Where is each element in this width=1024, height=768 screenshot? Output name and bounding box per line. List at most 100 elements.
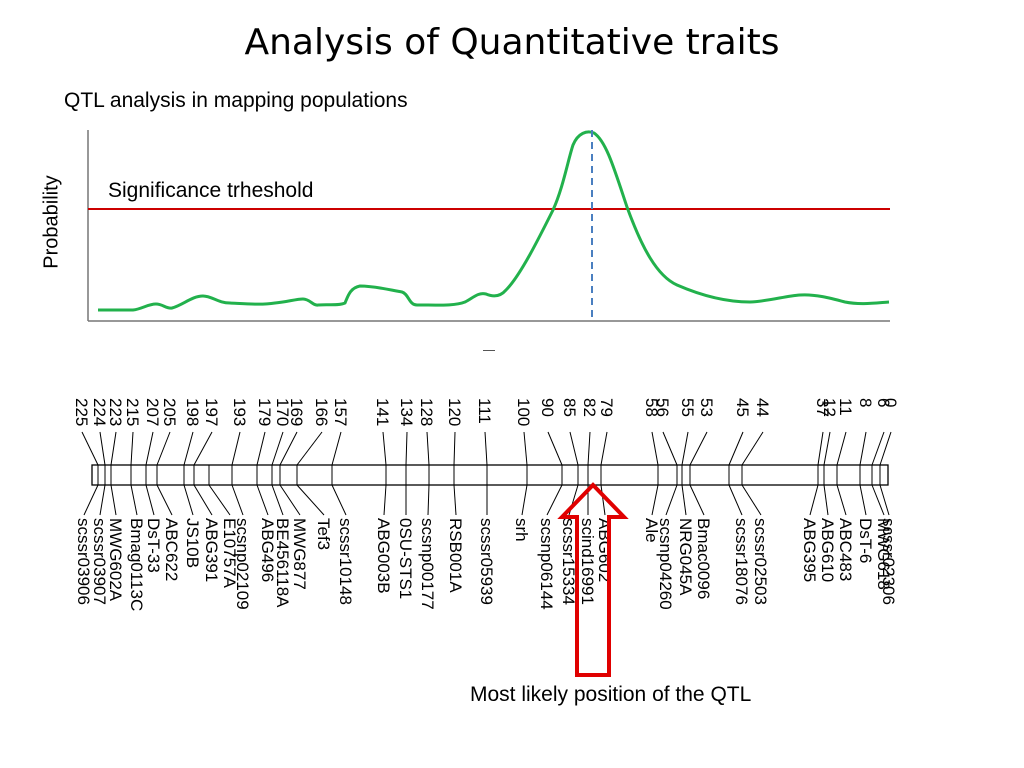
marker-name-label: ABG391	[202, 518, 221, 582]
marker-position-line	[183, 431, 194, 466]
marker-position-label: 224	[90, 398, 109, 426]
marker-name-line	[453, 484, 457, 516]
marker-position-line	[662, 431, 678, 466]
marker-name-line	[823, 484, 829, 516]
marker-name-label: 0SU-STS1	[396, 518, 415, 599]
marker-position-line	[587, 431, 591, 466]
marker-position-label: 82	[580, 398, 599, 417]
marker-position-line	[231, 431, 241, 466]
qtl-arrow	[557, 482, 629, 677]
marker-name-line	[836, 484, 847, 516]
marker-name-label: scssr03906	[74, 518, 93, 605]
marker-name-label: Tef3	[314, 518, 333, 550]
marker-name-line	[231, 484, 244, 516]
marker-position-label: 120	[445, 398, 464, 426]
marker-position-label: 166	[312, 398, 331, 426]
marker-position-line	[871, 431, 885, 466]
marker-position-line	[728, 431, 744, 466]
marker-name-label: scind16991	[578, 518, 597, 605]
marker-position-line	[569, 431, 579, 466]
marker-name-line	[665, 484, 678, 516]
marker-position-label: 79	[597, 398, 616, 417]
marker-name-line	[728, 484, 743, 516]
marker-name-label: Ale	[642, 518, 661, 543]
marker-name-line	[546, 484, 563, 516]
marker-position-label: 6	[874, 398, 893, 407]
marker-name-label: BE456118A	[273, 518, 292, 608]
marker-position-label: 8	[856, 398, 875, 407]
marker-position-label: 205	[160, 398, 179, 426]
marker-name-line	[689, 484, 705, 516]
chromosome-bar	[91, 464, 889, 486]
marker-name-line	[383, 484, 387, 516]
marker-position-line	[547, 431, 563, 466]
marker-position-line	[382, 431, 387, 466]
marker-position-label: 55	[678, 398, 697, 417]
marker-name-line	[809, 484, 819, 516]
marker-position-line	[145, 431, 154, 466]
marker-name-label: scsnp06144	[537, 518, 556, 610]
subtitle: QTL analysis in mapping populations	[64, 89, 408, 112]
marker-name-line	[130, 484, 138, 516]
marker-name-label: scssr05939	[477, 518, 496, 605]
marker-name-label: scsnp00177	[418, 518, 437, 610]
marker-name-label: scssr03907	[90, 518, 109, 605]
marker-position-label: 53	[697, 398, 716, 417]
marker-name-line	[110, 484, 117, 516]
marker-name-line	[600, 484, 606, 516]
marker-position-label: 128	[417, 398, 436, 426]
marker-position-label: 11	[836, 398, 855, 416]
marker-position-label: 197	[202, 398, 221, 426]
marker-name-label: scssr02306	[879, 518, 898, 605]
marker-position-line	[110, 431, 117, 466]
marker-name-line	[879, 484, 890, 516]
marker-position-line	[836, 431, 847, 466]
marker-name-line	[83, 484, 99, 516]
marker-position-line	[99, 431, 106, 466]
marker-position-label: 134	[397, 398, 416, 426]
marker-name-label: ABC622	[162, 518, 181, 581]
marker-name-label: RSB001A	[446, 518, 465, 593]
marker-position-label: 56	[653, 398, 672, 417]
marker-position-label: 111	[475, 398, 494, 424]
marker-position-line	[193, 431, 213, 466]
marker-position-line	[426, 431, 430, 466]
marker-name-line	[331, 484, 347, 516]
marker-position-line	[689, 431, 708, 466]
marker-name-line	[99, 484, 106, 516]
marker-position-label: 85	[560, 398, 579, 417]
marker-name-label: ABG602	[595, 518, 614, 582]
marker-position-label: 157	[331, 398, 350, 426]
marker-position-line	[453, 431, 456, 466]
marker-position-line	[256, 431, 266, 466]
marker-name-line	[256, 484, 269, 516]
marker-position-line	[271, 431, 284, 466]
marker-name-line	[145, 484, 155, 516]
marker-position-label: 223	[106, 398, 125, 426]
marker-position-label: 170	[273, 398, 292, 426]
marker-position-label: 0	[881, 398, 900, 407]
marker-name-label: E10757A	[220, 518, 239, 589]
marker-name-label: ABG496	[258, 518, 277, 582]
marker-name-label: MWG877	[290, 518, 309, 590]
slide-title: Analysis of Quantitative traits	[244, 22, 780, 63]
marker-name-label: scssr15334	[559, 518, 578, 605]
marker-name-line	[279, 484, 301, 516]
marker-name-line	[871, 484, 885, 516]
marker-name-line	[651, 484, 659, 516]
marker-position-line	[741, 431, 764, 466]
marker-position-line	[279, 431, 298, 466]
marker-name-line	[521, 484, 528, 516]
marker-position-line	[817, 431, 824, 466]
marker-position-line	[484, 431, 488, 466]
marker-position-line	[681, 431, 689, 466]
marker-position-line	[651, 431, 659, 466]
marker-name-label: ABC483	[836, 518, 855, 581]
marker-name-line	[741, 484, 762, 516]
marker-position-label: 37	[813, 398, 832, 417]
marker-name-label: Bmac0096	[694, 518, 713, 599]
marker-position-label: 225	[72, 398, 91, 426]
marker-position-line	[331, 431, 342, 466]
marker-position-label: 44	[753, 398, 772, 417]
